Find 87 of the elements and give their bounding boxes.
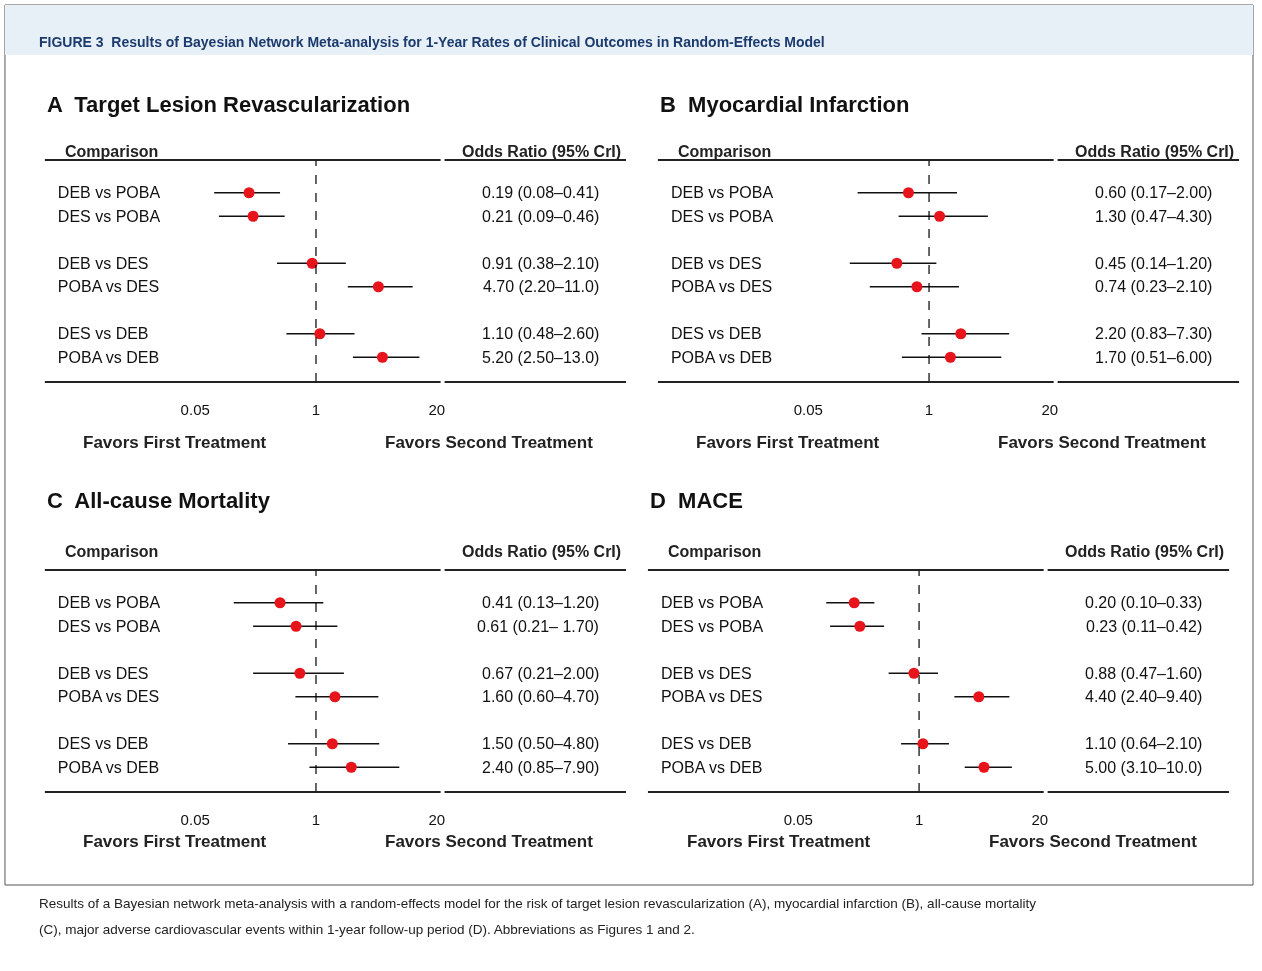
data-label: 0.60 (0.17–2.00)	[1095, 184, 1213, 201]
annotation: Comparison	[678, 143, 772, 160]
y-tick-label: DEB vs DES	[660, 664, 752, 682]
data-label: 0.74 (0.23–2.10)	[1095, 278, 1213, 295]
data-label: 1.10 (0.64–2.10)	[1085, 735, 1203, 752]
x-tick-label: 1	[924, 401, 934, 418]
y-tick-label: DEB vs DES	[57, 664, 149, 682]
y-tick-label: POBA vs DES	[660, 688, 763, 706]
y-tick-label: DES vs POBA	[660, 617, 764, 635]
data-label: 5.00 (3.10–10.0)	[1085, 759, 1203, 776]
data-label: 0.88 (0.47–1.60)	[1085, 665, 1203, 682]
text: Favors First Treatment	[696, 433, 880, 452]
y-tick-label: POBA vs DES	[57, 688, 160, 706]
data-label: 0.21 (0.09–0.46)	[482, 208, 600, 225]
data-label: 1.70 (0.51–6.00)	[1095, 349, 1213, 366]
point	[329, 691, 341, 703]
point	[326, 738, 338, 750]
text: Favors Second Treatment	[998, 433, 1207, 452]
text: (C), major adverse cardiovascular events within 1-year follow-up period (D). Abbreviations as Figures 1 and 2.	[39, 922, 695, 937]
chart-title: C All-cause Mortality	[47, 488, 271, 513]
y-tick-label: POBA vs DEB	[57, 758, 160, 776]
data-label: 2.20 (0.83–7.30)	[1095, 325, 1213, 342]
data-label: 0.19 (0.08–0.41)	[482, 184, 600, 201]
x-tick-label: 0.05	[783, 811, 813, 828]
y-tick-label: DES vs DEB	[57, 325, 149, 343]
x-tick-label: 1	[311, 811, 321, 828]
text: Comparison	[668, 543, 762, 560]
text: Favors First Treatment	[687, 832, 871, 851]
text: Odds Ratio (95% CrI)	[462, 543, 622, 560]
x-tick-label: 1	[311, 401, 321, 418]
text: Odds Ratio (95% CrI)	[462, 143, 622, 160]
y-tick-label: DEB vs DES	[57, 254, 149, 272]
caption: FIGURE 3 Results of Bayesian Network Meta-analysis for 1-Year Rates of Clinical Outcomes in Random-Effects Model	[39, 34, 825, 50]
chart-title: D MACE	[650, 488, 743, 513]
text: Favors Second Treatment	[385, 433, 594, 452]
data-label: 5.20 (2.50–13.0)	[482, 349, 600, 366]
text: Favors First Treatment	[83, 433, 267, 452]
data-label: 4.40 (2.40–9.40)	[1085, 688, 1203, 705]
data-label: 1.10 (0.48–2.60)	[482, 325, 600, 342]
y-tick-label: DES vs POBA	[57, 617, 161, 635]
data-label: 2.40 (0.85–7.90)	[482, 759, 600, 776]
data-label: 1.50 (0.50–4.80)	[482, 735, 600, 752]
annotation: Comparison	[65, 143, 159, 160]
y-tick-label: DEB vs DES	[670, 254, 762, 272]
y-tick-label: DES vs POBA	[670, 207, 774, 225]
data-label: 1.60 (0.60–4.70)	[482, 688, 600, 705]
y-tick-label: DES vs DEB	[670, 325, 762, 343]
y-tick-label: DES vs POBA	[57, 207, 161, 225]
y-tick-label: POBA vs DEB	[670, 348, 773, 366]
text: Comparison	[65, 543, 159, 560]
x-tick-label: 20	[428, 401, 446, 418]
y-tick-label: POBA vs DEB	[660, 758, 763, 776]
point	[290, 620, 302, 632]
y-tick-label: POBA vs DES	[57, 278, 160, 296]
text: Favors Second Treatment	[989, 832, 1198, 851]
chart-title: A Target Lesion Revascularization	[47, 92, 411, 117]
y-tick-label: DES vs DEB	[57, 735, 149, 753]
data-label: 1.30 (0.47–4.30)	[1095, 208, 1213, 225]
data-label: 4.70 (2.20–11.0)	[483, 278, 600, 295]
data-label: 0.61 (0.21– 1.70)	[477, 618, 599, 635]
chart-title: B Myocardial Infarction	[660, 92, 910, 117]
y-tick-label: POBA vs DES	[670, 278, 773, 296]
x-tick-label: 20	[1031, 811, 1049, 828]
data-label: 0.20 (0.10–0.33)	[1085, 594, 1203, 611]
data-label: 0.23 (0.11–0.42)	[1086, 618, 1203, 635]
y-tick-label: DEB vs POBA	[660, 594, 764, 612]
text: Results of a Bayesian network meta-analysis with a random-effects model for the risk of target lesion revascularization (A), myocardial infarction (B), all-cause mortality	[39, 896, 1037, 911]
y-tick-label: DEB vs POBA	[670, 184, 774, 202]
data-label: 0.67 (0.21–2.00)	[482, 665, 600, 682]
text: Odds Ratio (95% CrI)	[1065, 543, 1225, 560]
text: Favors First Treatment	[83, 832, 267, 851]
y-tick-label: POBA vs DEB	[57, 348, 160, 366]
x-tick-label: 20	[428, 811, 446, 828]
text: Odds Ratio (95% CrI)	[1075, 143, 1235, 160]
x-tick-label: 0.05	[793, 401, 823, 418]
point	[294, 667, 306, 679]
y-tick-label: DEB vs POBA	[57, 184, 161, 202]
data-label: 0.91 (0.38–2.10)	[482, 255, 600, 272]
y-tick-label: DEB vs POBA	[57, 594, 161, 612]
data-label: 0.41 (0.13–1.20)	[482, 594, 600, 611]
x-tick-label: 0.05	[180, 811, 210, 828]
data-label: 0.45 (0.14–1.20)	[1095, 255, 1213, 272]
y-tick-label: DES vs DEB	[660, 735, 752, 753]
x-tick-label: 0.05	[180, 401, 210, 418]
text: Favors Second Treatment	[385, 832, 594, 851]
x-tick-label: 20	[1041, 401, 1059, 418]
x-tick-label: 1	[914, 811, 924, 828]
